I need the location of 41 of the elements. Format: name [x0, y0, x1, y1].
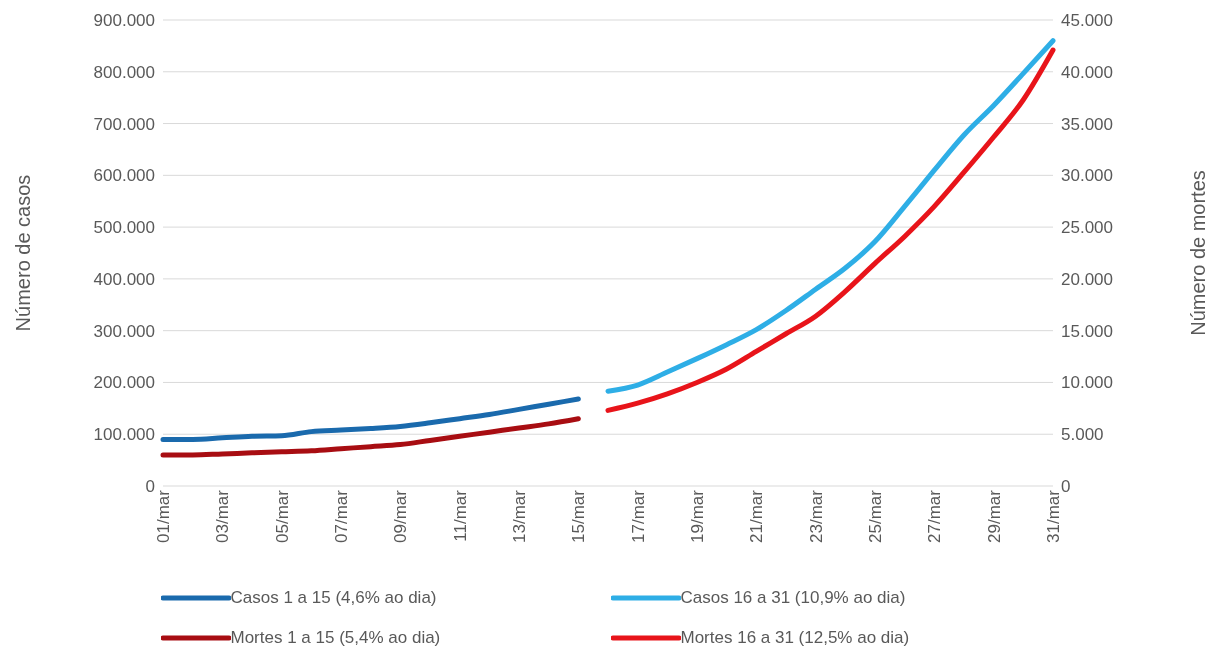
- y2-tick-label: 20.000: [1061, 269, 1113, 289]
- y-tick-label: 200.000: [93, 373, 155, 393]
- y-tick-label: 100.000: [93, 425, 155, 445]
- x-tick-label: 23/mar: [806, 489, 826, 543]
- legend-label: Casos 1 a 15 (4,6% ao dia): [230, 588, 437, 608]
- x-tick-label: 09/mar: [391, 489, 411, 543]
- y2-tick-label: 25.000: [1061, 218, 1113, 238]
- y-tick-label: 600.000: [93, 166, 155, 186]
- x-tick-label: 07/mar: [332, 489, 352, 543]
- y2-tick-label: 10.000: [1061, 373, 1113, 393]
- y2-tick-label: 35.000: [1061, 114, 1113, 134]
- x-tick-label: 29/mar: [984, 489, 1004, 543]
- y2-tick-label: 0: [1061, 477, 1071, 497]
- x-tick-label: 11/mar: [450, 489, 470, 542]
- x-tick-label: 17/mar: [628, 489, 648, 543]
- y-tick-label: 0: [145, 477, 155, 497]
- y2-tick-label: 15.000: [1061, 321, 1113, 341]
- x-tick-label: 21/mar: [747, 489, 767, 543]
- y-tick-label: 500.000: [93, 218, 155, 238]
- x-tick-label: 01/mar: [154, 489, 174, 543]
- x-tick-label: 25/mar: [866, 489, 886, 543]
- legend-label: Mortes 16 a 31 (12,5% ao dia): [680, 628, 910, 648]
- y-axis-title: Número de casos: [12, 174, 35, 332]
- y-tick-label: 900.000: [93, 11, 155, 31]
- legend-label: Casos 16 a 31 (10,9% ao dia): [680, 588, 906, 608]
- y2-tick-label: 40.000: [1061, 62, 1113, 82]
- y2-tick-label: 30.000: [1061, 166, 1113, 186]
- y-tick-label: 400.000: [93, 269, 155, 289]
- y2-axis-title: Número de mortes: [1187, 170, 1210, 336]
- x-tick-label: 13/mar: [510, 489, 530, 543]
- x-tick-label: 05/mar: [272, 489, 292, 543]
- x-tick-label: 03/mar: [213, 489, 233, 543]
- x-tick-label: 19/mar: [688, 489, 708, 543]
- x-tick-label: 15/mar: [569, 489, 589, 543]
- y-tick-label: 800.000: [93, 62, 155, 82]
- y2-tick-label: 45.000: [1061, 11, 1113, 31]
- y-tick-label: 700.000: [93, 114, 155, 134]
- x-tick-label: 27/mar: [925, 489, 945, 543]
- y-tick-label: 300.000: [93, 321, 155, 341]
- legend-label: Mortes 1 a 15 (5,4% ao dia): [230, 628, 441, 648]
- y2-tick-label: 5.000: [1061, 425, 1104, 445]
